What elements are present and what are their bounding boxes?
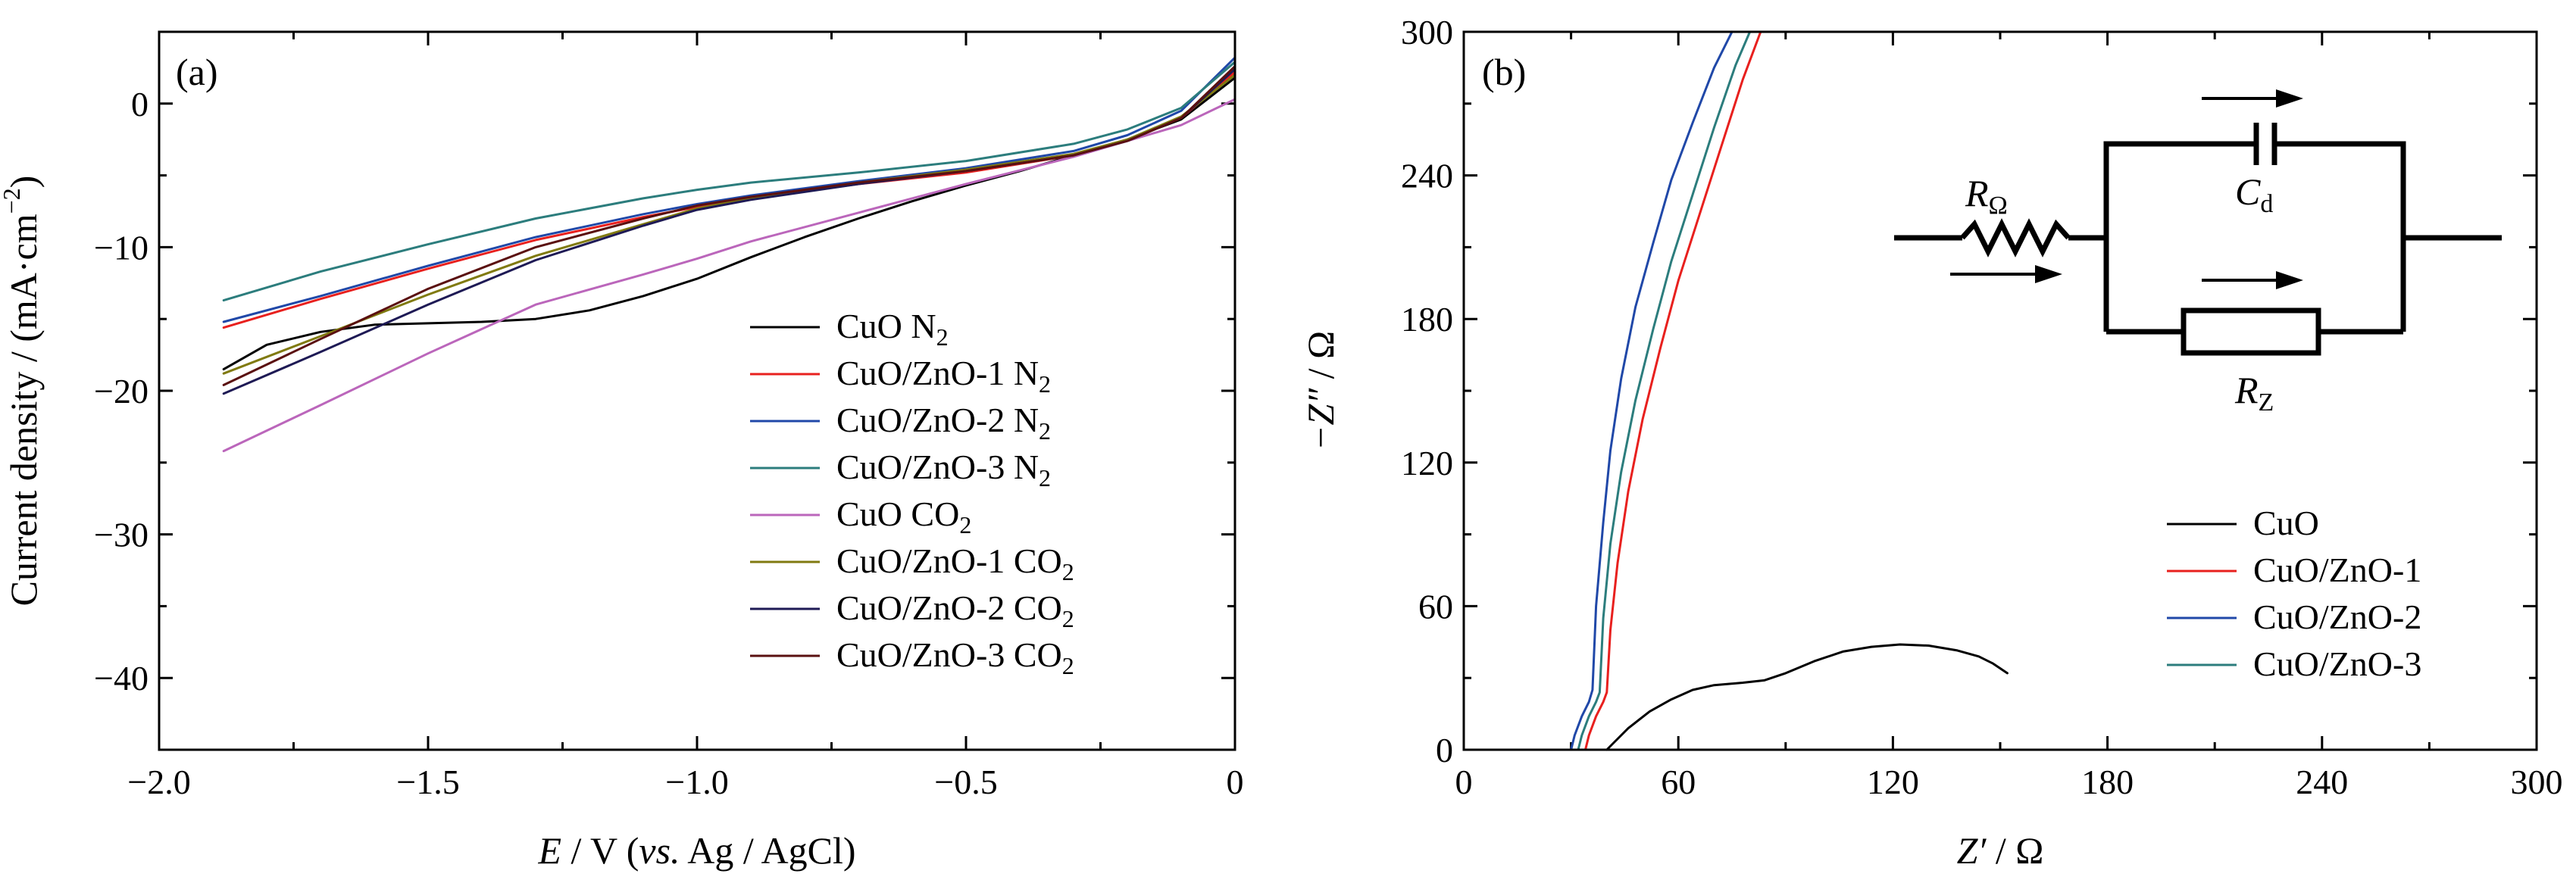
y-tick-label-b-2: 120 [1401, 444, 1453, 482]
x-tick-label-b-0: 0 [1455, 763, 1473, 801]
legend-label-a-cuo-zno-3-co2: CuO/ZnO-3 CO2 [836, 635, 1074, 679]
panel-b-ticks: 0 60 120 180 240 300 0 60 120 180 240 300 [1401, 13, 2563, 801]
panel-b-series [1570, 30, 2009, 751]
y-tick-label-a-3: −30 [94, 516, 148, 554]
panel-b-legend: CuO CuO/ZnO-1 CuO/ZnO-2 CuO/ZnO-3 [2167, 504, 2421, 683]
label-r-omega: RΩ [1965, 172, 2008, 220]
legend-label-b-cuo-zno-1: CuO/ZnO-1 [2253, 551, 2421, 589]
circuit-parallel-top-right [2274, 141, 2406, 332]
chart-panel-a: −2.0 −1.5 −1.0 −0.5 0 0 −10 −20 −30 −40 (a) E / V… [0, 30, 1244, 872]
circuit-parallel-top [2103, 141, 2256, 332]
x-tick-label-b-1: 60 [1661, 763, 1696, 801]
series-line-a-cuo-zno-2-co2 [222, 67, 1236, 395]
x-tick-label-b-2: 120 [1867, 763, 1919, 801]
y-tick-label-b-4: 240 [1401, 157, 1453, 195]
panel-a-ticks: −2.0 −1.5 −1.0 −0.5 0 0 −10 −20 −30 −40 [94, 32, 1244, 801]
x-tick-label-a-2: −1.0 [665, 763, 728, 801]
y-tick-label-a-4: −40 [94, 659, 148, 697]
legend-label-a-cuo-zno-1-n2: CuO/ZnO-1 N2 [836, 354, 1051, 398]
legend-label-a-cuo-zno-3-n2: CuO/ZnO-3 N2 [836, 448, 1051, 491]
panel-b-x-axis-title: Z′ / Ω [1957, 829, 2044, 872]
panel-a-axes-frame [158, 30, 1236, 751]
panel-b-y-axis-title: −Z″ / Ω [1299, 331, 1342, 451]
series-line-a-cuo-n2 [222, 76, 1236, 371]
panel-b-label: (b) [1482, 51, 1526, 93]
series-line-a-cuo-zno-3-co2 [222, 65, 1236, 386]
arrow-icon-resistor-omega [1950, 265, 2062, 283]
series-line-b-cuo-zno-1 [1584, 30, 1762, 751]
panel-a-label: (a) [176, 51, 218, 93]
legend-label-a-cuo-zno-2-n2: CuO/ZnO-2 N2 [836, 401, 1051, 445]
panel-a-series [222, 56, 1236, 453]
legend-label-a-cuo-zno-1-co2: CuO/ZnO-1 CO2 [836, 541, 1074, 585]
x-tick-label-b-5: 300 [2511, 763, 2563, 801]
x-tick-label-a-3: −0.5 [934, 763, 997, 801]
legend-label-a-cuo-co2: CuO CO2 [836, 495, 971, 538]
y-tick-label-b-5: 300 [1401, 13, 1453, 51]
series-line-a-cuo-zno-3-n2 [222, 61, 1236, 302]
x-tick-label-a-0: −2.0 [127, 763, 190, 801]
label-r-z: RZ [2234, 369, 2274, 417]
panel-a-y-axis-title: Current density / (mA·cm−2) [0, 176, 45, 607]
arrow-icon-resistor-z [2202, 271, 2303, 289]
legend-label-b-cuo-zno-2: CuO/ZnO-2 [2253, 598, 2421, 636]
series-line-b-cuo [1605, 643, 2009, 751]
x-tick-label-b-3: 180 [2081, 763, 2134, 801]
y-tick-label-a-0: 0 [131, 85, 148, 123]
resistor-r-z-box [2181, 307, 2321, 356]
x-tick-label-a-4: 0 [1227, 763, 1244, 801]
x-tick-label-a-1: −1.5 [396, 763, 459, 801]
y-tick-label-a-2: −20 [94, 372, 148, 410]
series-line-a-cuo-zno-2-n2 [222, 56, 1236, 323]
panel-b-axes-frame [1462, 30, 2538, 751]
y-tick-label-a-1: −10 [94, 228, 148, 267]
y-tick-label-b-1: 60 [1418, 587, 1453, 626]
chart-panel-b: 0 60 120 180 240 300 0 60 120 180 240 300 (b) Z′ / … [1299, 13, 2563, 872]
legend-label-b-cuo: CuO [2253, 504, 2319, 542]
legend-label-a-cuo-n2: CuO N2 [836, 307, 949, 351]
series-line-b-cuo-zno-2 [1570, 30, 1733, 751]
x-tick-label-b-4: 240 [2296, 763, 2348, 801]
equivalent-circuit-inset: RΩ Cd RZ [1894, 89, 2502, 417]
panel-a-x-axis-title: E / V (vs. Ag / AgCl) [537, 829, 855, 872]
y-tick-label-b-3: 180 [1401, 300, 1453, 339]
series-line-a-cuo-zno-1-co2 [222, 73, 1236, 375]
arrow-icon-capacitor [2202, 89, 2303, 108]
legend-label-a-cuo-zno-2-co2: CuO/ZnO-2 CO2 [836, 588, 1074, 632]
series-line-b-cuo-zno-3 [1577, 30, 1752, 751]
resistor-r-omega [1960, 218, 2071, 257]
y-tick-label-b-0: 0 [1436, 731, 1453, 769]
label-c-d: Cd [2235, 170, 2273, 218]
legend-label-b-cuo-zno-3: CuO/ZnO-3 [2253, 644, 2421, 683]
